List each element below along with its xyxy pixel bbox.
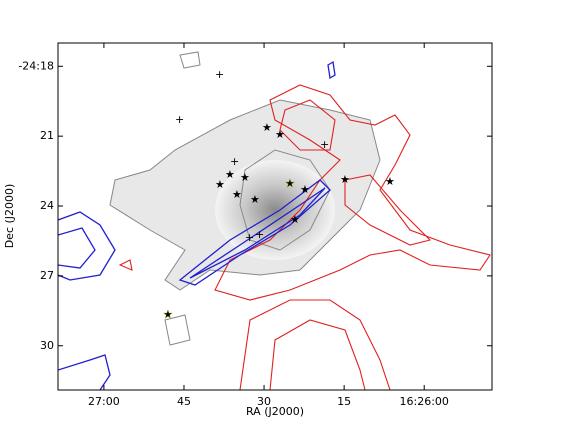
gray-contour bbox=[109, 99, 381, 291]
x-tick-label: 16:26:00 bbox=[400, 395, 449, 408]
gray-contour bbox=[179, 51, 201, 69]
red-contour bbox=[344, 174, 432, 246]
svg-text:+: + bbox=[245, 231, 254, 244]
svg-text:★: ★ bbox=[385, 175, 395, 188]
x-tick-label: 45 bbox=[177, 395, 191, 408]
svg-text:★: ★ bbox=[240, 171, 250, 184]
svg-text:+: + bbox=[230, 155, 239, 168]
blue-contour bbox=[327, 60, 336, 80]
gray-contour bbox=[164, 314, 191, 346]
blue-contour bbox=[58, 227, 96, 269]
svg-text:★: ★ bbox=[225, 168, 235, 181]
svg-text:★: ★ bbox=[275, 128, 285, 141]
red-contour bbox=[239, 299, 391, 390]
gray-contour bbox=[239, 149, 331, 251]
cloud-core bbox=[215, 160, 335, 260]
svg-text:★: ★ bbox=[300, 183, 310, 196]
blue-contour bbox=[58, 211, 116, 281]
y-tick-label: 30 bbox=[40, 339, 54, 352]
plot-frame bbox=[57, 42, 493, 391]
x-axis-label: RA (J2000) bbox=[246, 405, 304, 418]
blue-contour bbox=[58, 354, 111, 390]
map: ★★★ ★★★ ★★★ + ++ +++ ★★ ★ ★ bbox=[58, 51, 491, 390]
y-tick-label: 24 bbox=[40, 199, 54, 212]
sources: ★★★ ★★★ ★★★ + ++ +++ ★★ bbox=[175, 68, 395, 244]
marker: ★ bbox=[163, 308, 173, 321]
svg-text:★: ★ bbox=[290, 213, 300, 226]
svg-text:+: + bbox=[320, 138, 329, 151]
marker: ★ bbox=[285, 177, 295, 190]
svg-text:+: + bbox=[255, 228, 264, 241]
x-tick-label: 15 bbox=[337, 395, 351, 408]
x-tick-label: 27:00 bbox=[88, 395, 120, 408]
blue-contour bbox=[178, 179, 331, 286]
blue-contour bbox=[189, 187, 326, 279]
red-contour bbox=[118, 259, 133, 271]
svg-text:+: + bbox=[175, 113, 184, 126]
red-contour bbox=[269, 319, 366, 390]
svg-text:★: ★ bbox=[250, 193, 260, 206]
svg-text:★: ★ bbox=[215, 178, 225, 191]
svg-text:★: ★ bbox=[232, 188, 242, 201]
svg-text:★: ★ bbox=[262, 121, 272, 134]
svg-text:★: ★ bbox=[340, 173, 350, 186]
x-tick-label: 30 bbox=[257, 395, 271, 408]
y-tick-label: 21 bbox=[40, 129, 54, 142]
y-axis-label: Dec (J2000) bbox=[3, 184, 16, 249]
y-tick-label: 27 bbox=[40, 269, 54, 282]
red-contour bbox=[214, 84, 491, 301]
red-contour bbox=[279, 99, 336, 151]
y-tick-label: -24:18 bbox=[18, 59, 54, 72]
svg-text:+: + bbox=[215, 68, 224, 81]
